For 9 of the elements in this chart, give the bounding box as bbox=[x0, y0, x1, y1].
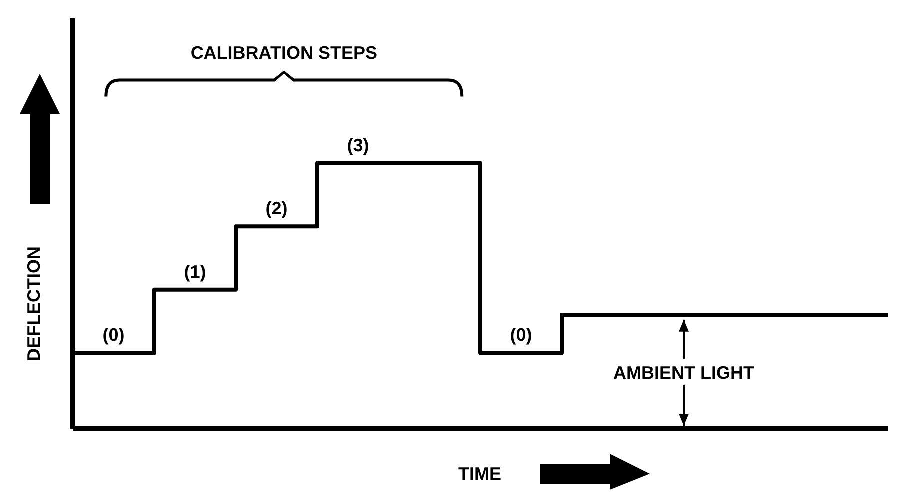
data-label: (0) bbox=[510, 325, 532, 346]
data-label: (1) bbox=[184, 262, 206, 282]
x-axis-title: TIME bbox=[458, 464, 502, 484]
annotation: CALIBRATION STEPS bbox=[190, 42, 378, 63]
annotation: AMBIENT LIGHT bbox=[614, 362, 754, 383]
data-label: (3) bbox=[347, 135, 370, 156]
data-label: (0) bbox=[102, 325, 125, 346]
data-label: (2) bbox=[266, 198, 288, 219]
y-axis-title: DEFLECTION bbox=[24, 246, 44, 362]
